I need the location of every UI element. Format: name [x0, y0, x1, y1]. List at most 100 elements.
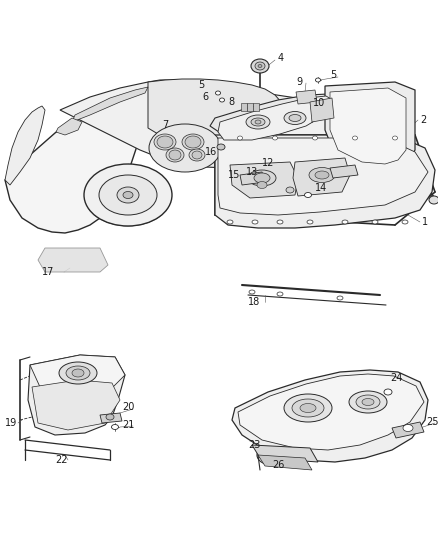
Ellipse shape — [362, 399, 374, 406]
Ellipse shape — [246, 115, 270, 129]
Ellipse shape — [251, 59, 269, 73]
Polygon shape — [72, 87, 148, 122]
Ellipse shape — [429, 196, 438, 204]
Polygon shape — [148, 79, 285, 146]
Ellipse shape — [289, 115, 301, 122]
Polygon shape — [238, 374, 424, 450]
Polygon shape — [218, 138, 428, 215]
Polygon shape — [293, 158, 350, 196]
Ellipse shape — [257, 182, 267, 189]
Polygon shape — [30, 355, 125, 393]
Ellipse shape — [277, 292, 283, 296]
Ellipse shape — [154, 134, 176, 150]
Ellipse shape — [254, 173, 270, 183]
Ellipse shape — [315, 78, 321, 82]
Ellipse shape — [215, 91, 220, 95]
Ellipse shape — [392, 136, 398, 140]
Polygon shape — [218, 96, 336, 140]
Polygon shape — [325, 82, 415, 172]
Ellipse shape — [237, 136, 243, 140]
Ellipse shape — [157, 136, 173, 148]
Ellipse shape — [337, 296, 343, 300]
Text: 5: 5 — [198, 80, 204, 90]
Ellipse shape — [372, 220, 378, 224]
Ellipse shape — [84, 164, 172, 226]
Ellipse shape — [309, 167, 335, 182]
Text: 6: 6 — [202, 92, 208, 102]
Text: 8: 8 — [228, 97, 234, 107]
Ellipse shape — [59, 362, 97, 384]
Ellipse shape — [219, 98, 225, 102]
Text: 19: 19 — [5, 418, 17, 428]
Polygon shape — [32, 380, 120, 430]
Ellipse shape — [304, 192, 311, 198]
Ellipse shape — [249, 290, 255, 294]
Ellipse shape — [255, 120, 261, 124]
Text: 16: 16 — [205, 147, 217, 157]
Ellipse shape — [248, 170, 276, 186]
Ellipse shape — [277, 220, 283, 224]
Polygon shape — [392, 422, 424, 438]
Ellipse shape — [286, 187, 294, 193]
Ellipse shape — [112, 424, 119, 430]
Ellipse shape — [106, 414, 114, 420]
Polygon shape — [252, 445, 318, 462]
Ellipse shape — [284, 111, 306, 125]
Polygon shape — [60, 80, 340, 168]
Ellipse shape — [292, 399, 324, 417]
Ellipse shape — [99, 175, 157, 215]
Text: 23: 23 — [248, 440, 260, 450]
Text: 13: 13 — [246, 167, 258, 177]
Ellipse shape — [169, 150, 181, 160]
Ellipse shape — [384, 389, 392, 395]
Ellipse shape — [402, 220, 408, 224]
Polygon shape — [5, 97, 150, 233]
Polygon shape — [38, 248, 108, 272]
Text: 17: 17 — [42, 267, 54, 277]
Ellipse shape — [342, 220, 348, 224]
Polygon shape — [330, 165, 358, 178]
Text: 1: 1 — [422, 217, 428, 227]
Polygon shape — [253, 103, 259, 111]
Ellipse shape — [192, 151, 202, 159]
Ellipse shape — [258, 64, 262, 68]
Polygon shape — [240, 172, 265, 185]
Ellipse shape — [217, 144, 225, 150]
Text: 12: 12 — [262, 158, 274, 168]
Ellipse shape — [255, 62, 265, 70]
Ellipse shape — [312, 136, 318, 140]
Ellipse shape — [251, 118, 265, 126]
Polygon shape — [28, 355, 125, 435]
Text: 14: 14 — [315, 183, 327, 193]
Text: 26: 26 — [272, 460, 284, 470]
Text: 21: 21 — [122, 420, 134, 430]
Polygon shape — [330, 88, 406, 164]
Text: 18: 18 — [248, 297, 260, 307]
Ellipse shape — [356, 395, 380, 409]
Ellipse shape — [284, 394, 332, 422]
Polygon shape — [215, 135, 435, 228]
Ellipse shape — [300, 403, 316, 413]
Text: 25: 25 — [426, 417, 438, 427]
Polygon shape — [210, 94, 338, 138]
Ellipse shape — [189, 149, 205, 161]
Ellipse shape — [227, 220, 233, 224]
Ellipse shape — [182, 134, 204, 150]
Ellipse shape — [185, 136, 201, 148]
Polygon shape — [258, 455, 312, 470]
Text: 5: 5 — [330, 70, 336, 80]
Ellipse shape — [349, 391, 387, 413]
Ellipse shape — [117, 187, 139, 203]
Polygon shape — [310, 98, 334, 122]
Ellipse shape — [353, 136, 357, 140]
Polygon shape — [241, 103, 247, 111]
Text: 4: 4 — [278, 53, 284, 63]
Ellipse shape — [123, 191, 133, 198]
Polygon shape — [56, 118, 82, 135]
Ellipse shape — [72, 369, 84, 377]
Ellipse shape — [166, 148, 184, 162]
Text: 7: 7 — [162, 120, 168, 130]
Ellipse shape — [315, 171, 329, 179]
Polygon shape — [5, 106, 45, 185]
Polygon shape — [296, 90, 317, 104]
